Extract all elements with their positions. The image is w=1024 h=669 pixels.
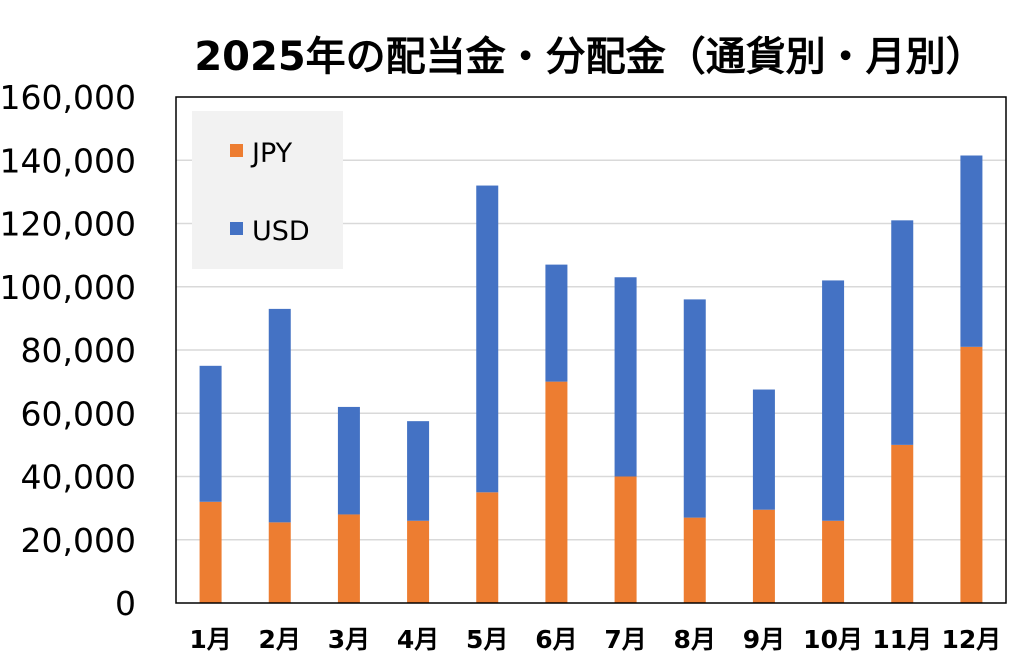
bar-jpy-6 bbox=[545, 381, 568, 603]
bar-jpy-4 bbox=[407, 520, 430, 603]
bar-jpy-9 bbox=[752, 509, 775, 603]
bar-jpy-7 bbox=[614, 476, 637, 603]
y-axis-ticks: 0 20,000 40,000 60,000 80,000 100,000 120,000 1… bbox=[0, 78, 136, 623]
y-tick-label: 0 bbox=[115, 584, 136, 623]
x-tick-label: 4月 bbox=[397, 625, 439, 654]
bar-usd-4 bbox=[407, 421, 430, 521]
y-tick-label: 60,000 bbox=[21, 394, 136, 433]
y-tick-label: 140,000 bbox=[0, 141, 136, 180]
x-tick-label: 3月 bbox=[328, 625, 370, 654]
bar-usd-2 bbox=[268, 308, 291, 523]
bar-usd-8 bbox=[683, 299, 706, 518]
bar-usd-5 bbox=[476, 185, 499, 493]
y-tick-label: 100,000 bbox=[0, 268, 136, 307]
x-tick-label: 2月 bbox=[259, 625, 301, 654]
bar-jpy-8 bbox=[683, 517, 706, 603]
bar-usd-3 bbox=[337, 406, 360, 515]
y-tick-label: 40,000 bbox=[21, 458, 136, 497]
y-tick-label: 160,000 bbox=[0, 78, 136, 117]
bar-jpy-5 bbox=[476, 492, 499, 603]
bar-usd-6 bbox=[545, 264, 568, 382]
x-tick-label: 10月 bbox=[803, 625, 863, 654]
bar-jpy-12 bbox=[960, 346, 983, 603]
legend: JPY USD bbox=[192, 111, 343, 269]
bar-jpy-1 bbox=[199, 501, 222, 603]
legend-label-jpy: JPY bbox=[250, 138, 293, 169]
bar-jpy-2 bbox=[268, 522, 291, 603]
legend-background bbox=[192, 111, 343, 269]
bars bbox=[199, 155, 983, 603]
bar-jpy-3 bbox=[337, 514, 360, 603]
bar-usd-10 bbox=[822, 280, 845, 521]
x-tick-label: 11月 bbox=[872, 625, 932, 654]
legend-swatch-usd bbox=[230, 222, 243, 235]
x-tick-label: 6月 bbox=[535, 625, 577, 654]
bar-usd-12 bbox=[960, 155, 983, 347]
y-tick-label: 20,000 bbox=[21, 521, 136, 560]
bar-usd-1 bbox=[199, 365, 222, 502]
bar-jpy-11 bbox=[891, 444, 914, 603]
bar-usd-7 bbox=[614, 277, 637, 477]
chart-title: 2025年の配当金・分配金（通貨別・月別） bbox=[194, 34, 985, 80]
legend-swatch-jpy bbox=[230, 144, 243, 157]
x-axis-ticks: 1月 2月 3月 4月 5月 6月 7月 8月 9月 10月 11月 12月 bbox=[189, 625, 1001, 654]
x-tick-label: 9月 bbox=[743, 625, 785, 654]
x-tick-label: 12月 bbox=[942, 625, 1002, 654]
y-tick-label: 80,000 bbox=[21, 331, 136, 370]
x-tick-label: 8月 bbox=[674, 625, 716, 654]
x-tick-label: 7月 bbox=[604, 625, 646, 654]
x-tick-label: 5月 bbox=[466, 625, 508, 654]
bar-usd-11 bbox=[891, 220, 914, 445]
bar-usd-9 bbox=[752, 389, 775, 510]
x-tick-label: 1月 bbox=[189, 625, 231, 654]
y-tick-label: 120,000 bbox=[0, 205, 136, 244]
bar-jpy-10 bbox=[822, 520, 845, 603]
legend-label-usd: USD bbox=[252, 216, 310, 247]
plot-area-frame bbox=[175, 96, 1007, 604]
